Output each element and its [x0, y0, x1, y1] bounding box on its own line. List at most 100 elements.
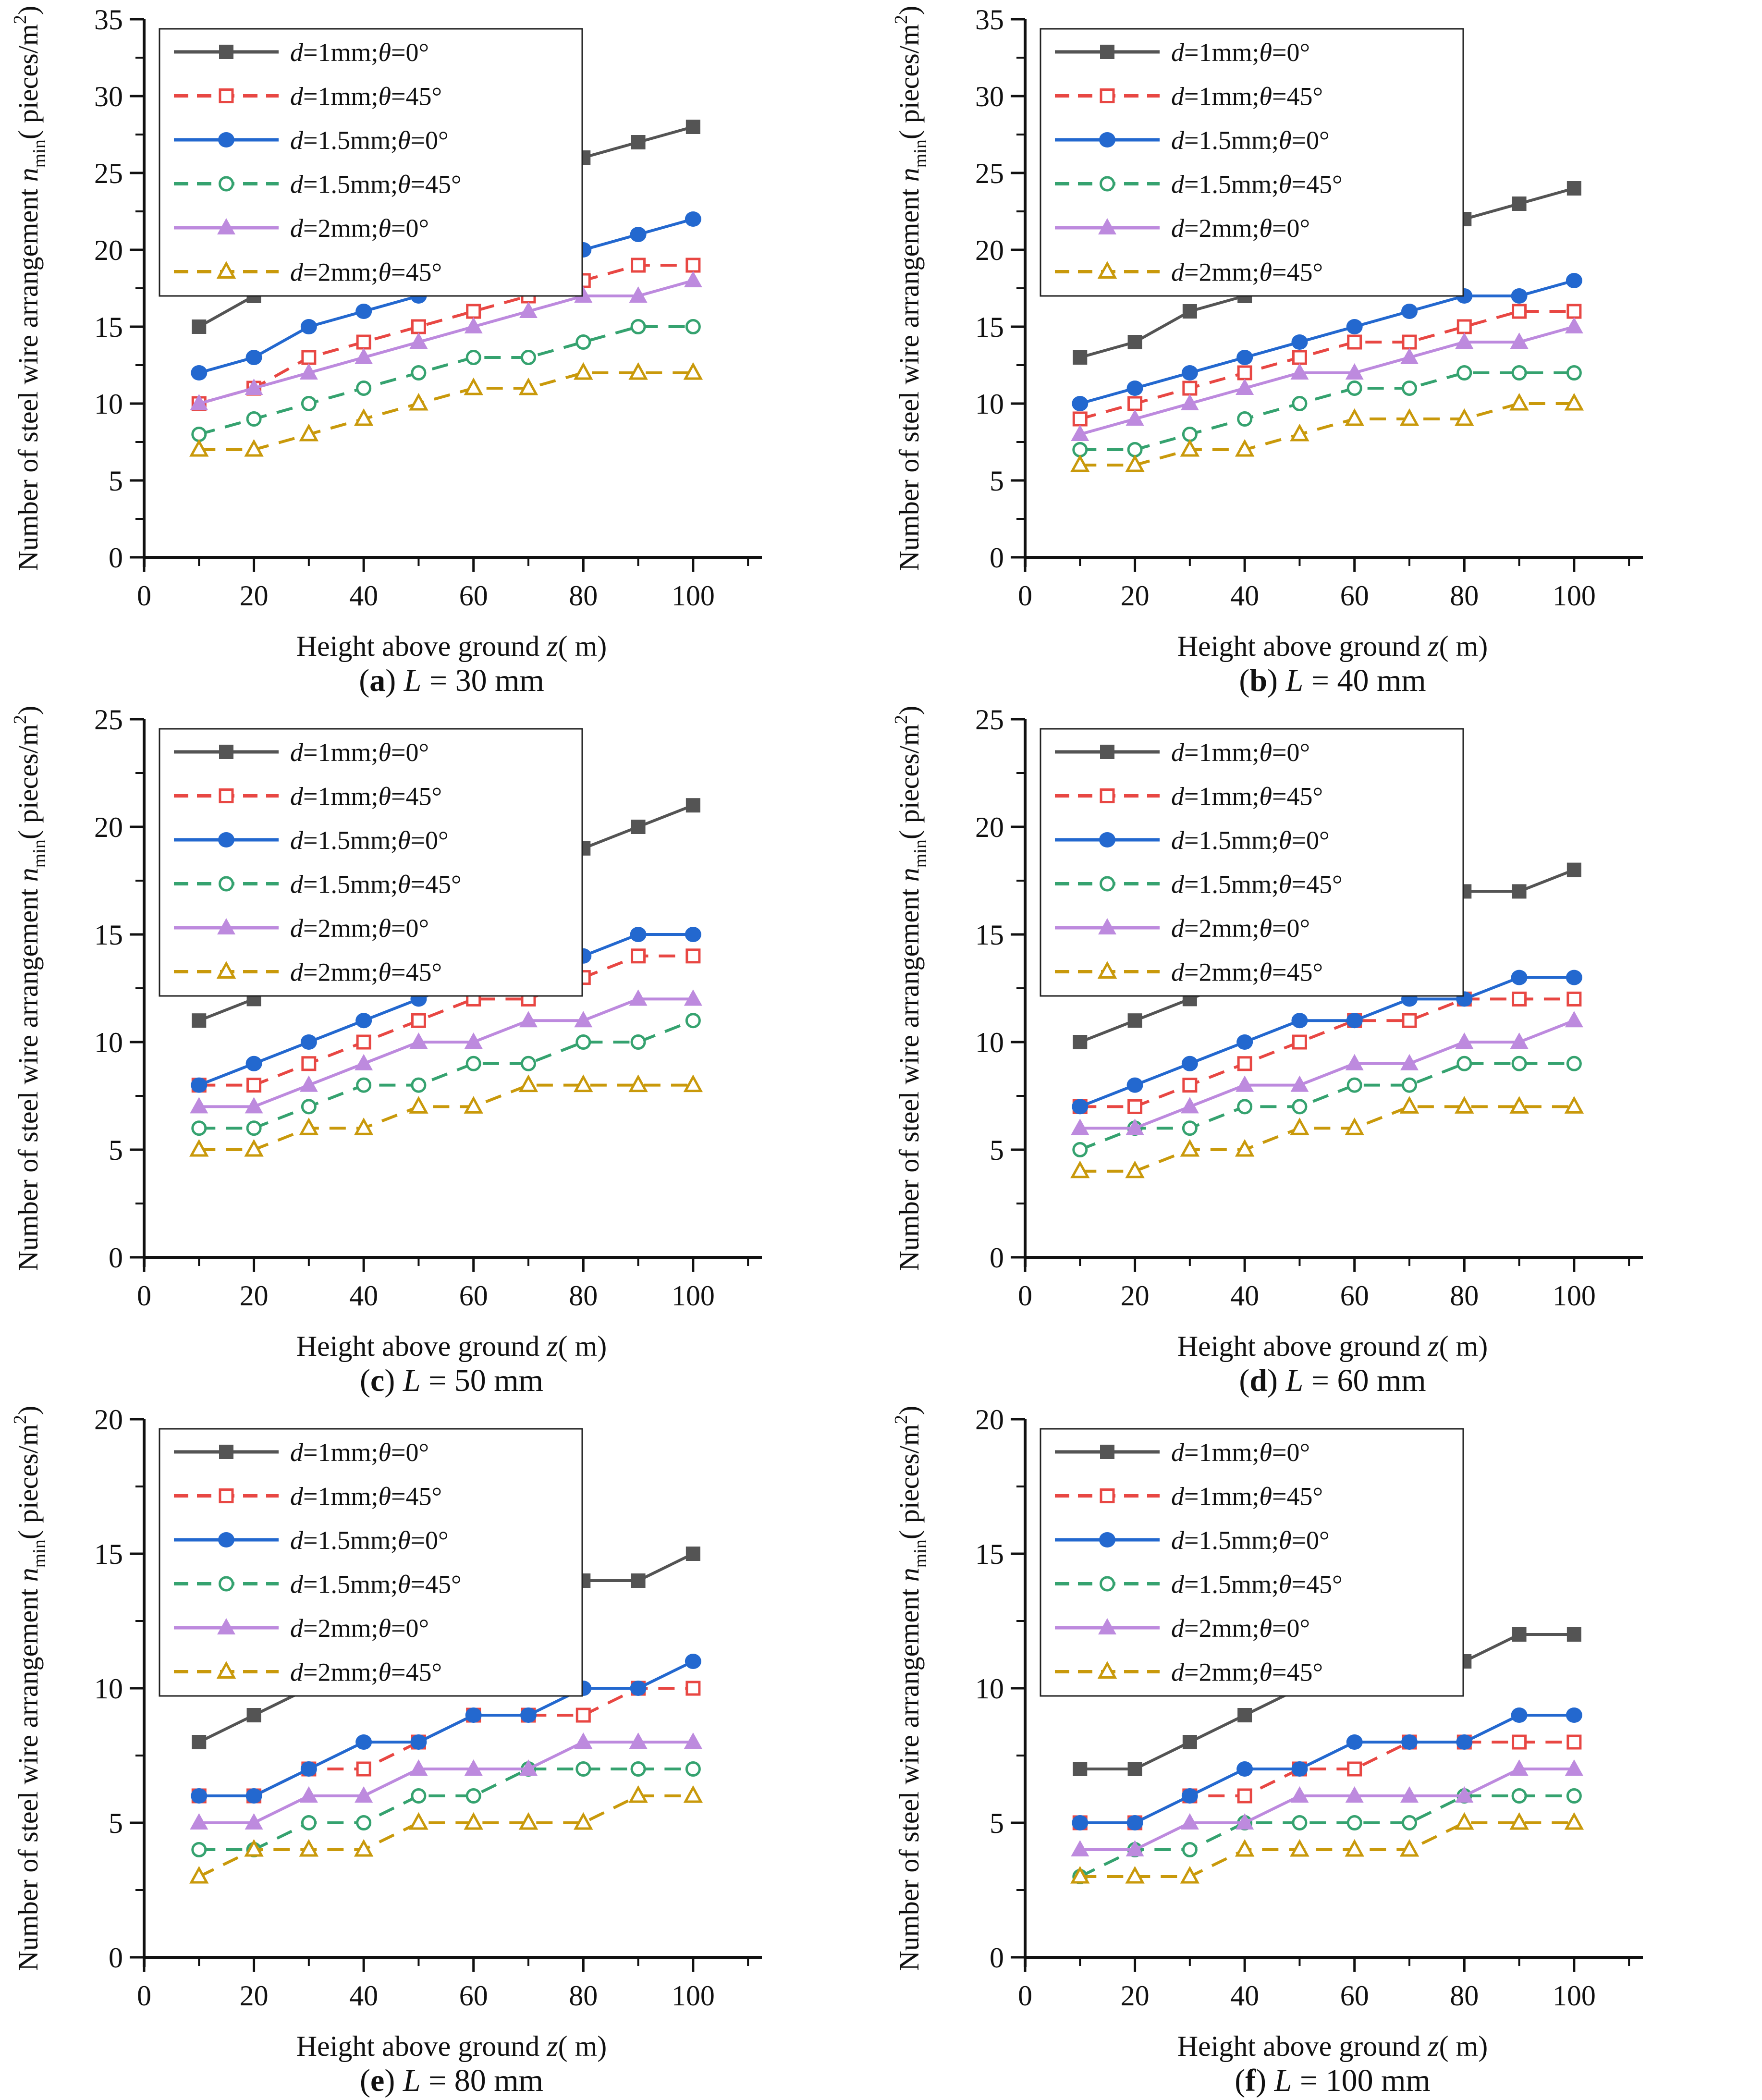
chart-e: 0 20 40 60 80 100 0 5 10 15 20 Height above ground …: [10, 1404, 762, 2098]
y-tick-label: 35: [94, 4, 123, 36]
x-tick-label: 60: [1340, 1280, 1369, 1312]
svg-text:d=1.5mm;θ=45°: d=1.5mm;θ=45°: [290, 870, 462, 899]
chart-root-a: 0 20 40 60 80 100 0 5 10 15 20 25 30 35 Height above g…: [10, 4, 762, 698]
svg-text:d=2mm;θ=45°: d=2mm;θ=45°: [290, 958, 442, 987]
axes: 0 20 40 60 80 100 0 5 10 15 20 25: [975, 704, 1643, 1312]
x-tick-label: 80: [1450, 1280, 1479, 1312]
x-tick-label: 0: [1018, 1980, 1032, 2012]
y-tick-label: 25: [94, 158, 123, 189]
y-tick-label: 15: [94, 919, 123, 951]
svg-text:d=2mm;θ=0°: d=2mm;θ=0°: [1171, 914, 1310, 943]
svg-text:d=1mm;θ=0°: d=1mm;θ=0°: [290, 738, 429, 767]
x-tick-label: 40: [1230, 1980, 1259, 2012]
x-axis-title: Height above ground z( m): [296, 2030, 607, 2062]
x-tick-label: 60: [459, 1280, 488, 1312]
chart-b: 0 20 40 60 80 100 0 5 10 15 20 25 30 35 Height above g…: [891, 4, 1643, 698]
y-tick-label: 5: [990, 465, 1004, 497]
series-d=1.5mm;θ=0°: [1072, 273, 1582, 411]
svg-text:d=1.5mm;θ=0°: d=1.5mm;θ=0°: [290, 1526, 449, 1555]
y-tick-label: 20: [94, 1404, 123, 1436]
y-tick-label: 0: [109, 1942, 123, 1974]
y-tick-label: 5: [109, 1807, 123, 1839]
panel-caption: (d) L = 60 mm: [1239, 1363, 1426, 1398]
panel-b: 0 20 40 60 80 100 0 5 10 15 20 25 30 35 Height above g…: [881, 0, 1762, 700]
y-tick-label: 10: [975, 388, 1004, 420]
panel-caption: (f) L = 100 mm: [1235, 2063, 1431, 2098]
panel-f: 0 20 40 60 80 100 0 5 10 15 20 Height above ground …: [881, 1400, 1762, 2100]
axes: 0 20 40 60 80 100 0 5 10 15 20: [94, 1404, 762, 2012]
svg-text:d=2mm;θ=0°: d=2mm;θ=0°: [290, 1614, 429, 1643]
axes: 0 20 40 60 80 100 0 5 10 15 20: [975, 1404, 1643, 2012]
x-tick-label: 40: [349, 1280, 378, 1312]
x-tick-label: 80: [569, 580, 598, 612]
series-d=2mm;θ=45°: [1070, 393, 1584, 472]
y-tick-label: 15: [94, 1538, 123, 1570]
svg-text:d=2mm;θ=45°: d=2mm;θ=45°: [1171, 958, 1323, 987]
series-d=2mm;θ=45°: [1070, 1812, 1584, 1884]
x-axis-title: Height above ground z( m): [296, 630, 607, 662]
x-tick-label: 20: [1121, 580, 1150, 612]
x-tick-label: 80: [569, 1980, 598, 2012]
svg-text:d=2mm;θ=45°: d=2mm;θ=45°: [1171, 1658, 1323, 1687]
series-d=2mm;θ=45°: [1070, 1096, 1584, 1179]
y-tick-label: 25: [94, 704, 123, 736]
x-tick-label: 20: [1121, 1280, 1150, 1312]
y-tick-label: 10: [975, 1027, 1004, 1058]
y-tick-label: 25: [975, 158, 1004, 189]
chart-a: 0 20 40 60 80 100 0 5 10 15 20 25 30 35 Height above g…: [10, 4, 762, 698]
x-tick-label: 80: [569, 1280, 598, 1312]
svg-text:d=2mm;θ=0°: d=2mm;θ=0°: [1171, 214, 1310, 243]
chart-d: 0 20 40 60 80 100 0 5 10 15 20 25 Height above groun…: [891, 704, 1643, 1398]
x-tick-label: 40: [349, 580, 378, 612]
series-d=1.5mm;θ=45°: [1072, 365, 1582, 457]
series-d=2mm;θ=45°: [189, 362, 703, 457]
x-tick-label: 20: [1121, 1980, 1150, 2012]
svg-text:d=1.5mm;θ=0°: d=1.5mm;θ=0°: [1171, 1526, 1330, 1555]
y-tick-label: 5: [109, 1134, 123, 1166]
chart-root-f: 0 20 40 60 80 100 0 5 10 15 20 Height above ground …: [891, 1404, 1643, 2098]
series-d=2mm;θ=0°: [190, 1732, 702, 1830]
y-axis-title: Number of steel wire arrangement nmin( p…: [891, 706, 930, 1271]
y-tick-label: 10: [975, 1673, 1004, 1705]
y-tick-label: 10: [94, 1027, 123, 1058]
series-d=1.5mm;θ=0°: [1072, 970, 1582, 1115]
y-tick-label: 25: [975, 704, 1004, 736]
y-tick-label: 15: [975, 1538, 1004, 1570]
x-axis-title: Height above ground z( m): [1177, 630, 1488, 662]
svg-text:d=1.5mm;θ=0°: d=1.5mm;θ=0°: [290, 126, 449, 155]
x-axis-title: Height above ground z( m): [296, 1330, 607, 1362]
svg-text:d=2mm;θ=0°: d=2mm;θ=0°: [290, 914, 429, 943]
series-d=2mm;θ=0°: [1071, 1011, 1583, 1135]
axes: 0 20 40 60 80 100 0 5 10 15 20 25: [94, 704, 762, 1312]
x-tick-label: 100: [672, 580, 715, 612]
svg-text:d=2mm;θ=0°: d=2mm;θ=0°: [290, 214, 429, 243]
y-tick-label: 30: [94, 81, 123, 112]
y-tick-label: 0: [109, 1242, 123, 1274]
y-tick-label: 15: [975, 311, 1004, 343]
y-tick-label: 20: [975, 811, 1004, 843]
series-d=1mm;θ=45°: [191, 948, 701, 1093]
chart-c: 0 20 40 60 80 100 0 5 10 15 20 25 Height above groun…: [10, 704, 762, 1398]
y-tick-label: 5: [990, 1807, 1004, 1839]
series-d=1.5mm;θ=45°: [191, 319, 701, 442]
svg-text:d=1.5mm;θ=0°: d=1.5mm;θ=0°: [1171, 826, 1330, 855]
svg-text:d=1mm;θ=45°: d=1mm;θ=45°: [290, 782, 442, 811]
svg-text:d=2mm;θ=45°: d=2mm;θ=45°: [1171, 258, 1323, 287]
series-d=2mm;θ=0°: [1071, 317, 1583, 441]
series-d=2mm;θ=0°: [190, 271, 702, 410]
chart-root-d: 0 20 40 60 80 100 0 5 10 15 20 25 Height above groun…: [891, 704, 1643, 1398]
x-tick-label: 40: [349, 1980, 378, 2012]
axes: 0 20 40 60 80 100 0 5 10 15 20 25 30 35: [94, 4, 762, 612]
x-tick-label: 20: [240, 1280, 269, 1312]
svg-text:d=1mm;θ=0°: d=1mm;θ=0°: [290, 1438, 429, 1467]
svg-text:d=2mm;θ=45°: d=2mm;θ=45°: [290, 258, 442, 287]
y-tick-label: 10: [94, 1673, 123, 1705]
series-d=1.5mm;θ=45°: [1072, 1788, 1582, 1884]
y-axis-title: Number of steel wire arrangement nmin( p…: [10, 1406, 49, 1971]
panel-caption: (a) L = 30 mm: [359, 663, 544, 698]
x-tick-label: 20: [240, 1980, 269, 2012]
y-tick-label: 5: [990, 1134, 1004, 1166]
panel-caption: (e) L = 80 mm: [360, 2063, 543, 2098]
y-tick-label: 5: [109, 465, 123, 497]
